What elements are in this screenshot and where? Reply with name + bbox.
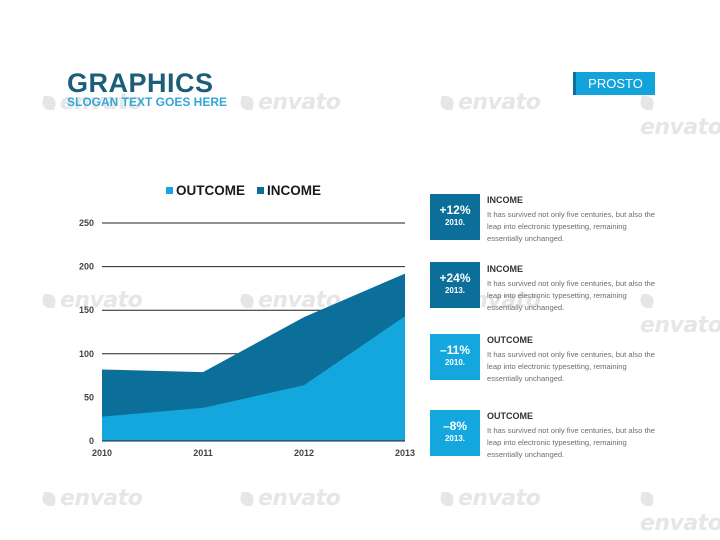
y-tick-label: 250 xyxy=(79,218,94,228)
legend-item-outcome: OUTCOME xyxy=(166,183,245,198)
watermark: envato xyxy=(238,90,341,115)
stat-info: INCOME It has survived not only five cen… xyxy=(487,265,662,314)
legend-swatch-income xyxy=(257,187,264,194)
stat-text: It has survived not only five centuries,… xyxy=(487,279,655,312)
stat-year: 2013. xyxy=(444,434,466,443)
stat-card: +24% 2013. xyxy=(430,262,480,308)
legend-item-income: INCOME xyxy=(257,183,321,198)
y-tick-label: 100 xyxy=(79,349,94,359)
x-tick-label: 2010 xyxy=(92,448,112,458)
y-tick-label: 50 xyxy=(84,392,94,402)
y-tick-label: 0 xyxy=(89,436,94,446)
watermark: envato xyxy=(438,90,541,115)
watermark: envato xyxy=(238,486,341,511)
stat-card: –8% 2013. xyxy=(430,410,480,456)
legend-label-outcome: OUTCOME xyxy=(176,183,245,198)
stat-info: OUTCOME It has survived not only five ce… xyxy=(487,336,662,385)
x-tick-label: 2011 xyxy=(193,448,213,458)
watermark: envato xyxy=(638,90,720,140)
chart-legend: OUTCOME INCOME xyxy=(166,183,321,198)
stat-info: OUTCOME It has survived not only five ce… xyxy=(487,412,662,461)
y-tick-label: 150 xyxy=(79,305,94,315)
x-tick-label: 2012 xyxy=(294,448,314,458)
x-tick-label: 2013 xyxy=(395,448,415,458)
stat-card: –11% 2010. xyxy=(430,334,480,380)
watermark: envato xyxy=(638,288,720,338)
watermark: envato xyxy=(638,486,720,536)
legend-label-income: INCOME xyxy=(267,183,321,198)
stat-text: It has survived not only five centuries,… xyxy=(487,426,655,459)
stat-heading: INCOME xyxy=(487,264,523,274)
page-subtitle: SLOGAN TEXT GOES HERE xyxy=(67,95,228,109)
stat-heading: OUTCOME xyxy=(487,411,533,421)
stat-percent: –8% xyxy=(442,419,468,433)
legend-swatch-outcome xyxy=(166,187,173,194)
watermark: envato xyxy=(40,288,143,313)
stat-year: 2010. xyxy=(444,358,466,367)
stat-text: It has survived not only five centuries,… xyxy=(487,210,655,243)
watermark: envato xyxy=(438,486,541,511)
y-tick-label: 200 xyxy=(79,262,94,272)
watermark: envato xyxy=(40,486,143,511)
stat-info: INCOME It has survived not only five cen… xyxy=(487,196,662,245)
stat-text: It has survived not only five centuries,… xyxy=(487,350,655,383)
series-area-outcome xyxy=(102,316,405,441)
stat-percent: +24% xyxy=(439,271,471,285)
brand-badge: PROSTO xyxy=(573,72,655,95)
stat-year: 2010. xyxy=(444,218,466,227)
stat-percent: –11% xyxy=(439,343,471,357)
stat-heading: INCOME xyxy=(487,195,523,205)
stat-heading: OUTCOME xyxy=(487,335,533,345)
page-title: GRAPHICS xyxy=(67,68,214,98)
stat-percent: +12% xyxy=(439,203,471,217)
watermark: envato xyxy=(40,90,143,115)
stat-year: 2013. xyxy=(444,286,466,295)
stat-card: +12% 2010. xyxy=(430,194,480,240)
badge-label: PROSTO xyxy=(576,72,655,95)
